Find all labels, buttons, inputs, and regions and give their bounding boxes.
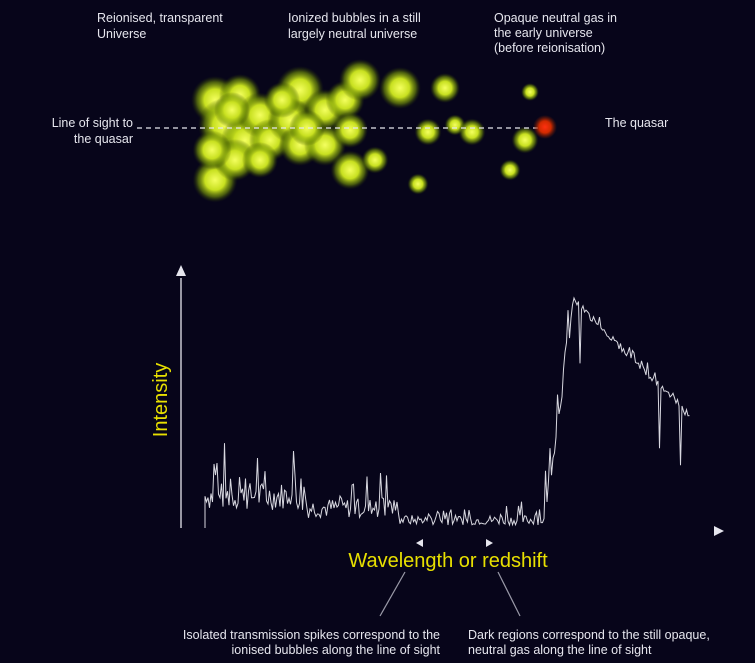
pointer-right xyxy=(486,539,493,547)
annotation-dark: Dark regions correspond to the still opa… xyxy=(468,628,710,657)
bubble xyxy=(339,59,381,101)
bubble xyxy=(521,83,539,101)
bubble xyxy=(407,173,429,195)
label-bubbles: Ionized bubbles in a still largely neutra… xyxy=(288,11,421,41)
bubble xyxy=(332,112,368,148)
bubble xyxy=(379,67,421,109)
bubble xyxy=(214,92,250,128)
callout-line xyxy=(497,571,521,617)
y-arrow xyxy=(176,265,186,276)
quasar-dot xyxy=(533,115,557,139)
bubble xyxy=(511,126,539,154)
bubble xyxy=(242,142,278,178)
bubble xyxy=(414,118,442,146)
y-axis-label: Intensity xyxy=(150,363,172,437)
label-quasar: The quasar xyxy=(605,116,668,130)
bubble xyxy=(458,118,486,146)
x-arrow xyxy=(714,526,724,536)
bubble xyxy=(361,146,389,174)
bubble xyxy=(430,73,460,103)
x-axis-label: Wavelength or redshift xyxy=(348,550,548,572)
label-reionised: Reionised, transparent Universe xyxy=(97,11,223,41)
label-opaque: Opaque neutral gas in the early universe(… xyxy=(494,11,617,55)
label-line-of-sight: Line of sight to the quasar xyxy=(52,116,133,146)
bubble xyxy=(330,150,370,190)
bubble xyxy=(192,130,232,170)
bubbles xyxy=(191,59,539,203)
pointer-left xyxy=(416,539,423,547)
bubble xyxy=(264,82,300,118)
callout-line xyxy=(379,571,406,617)
spectrum xyxy=(204,296,690,528)
bubble xyxy=(289,110,325,146)
annotation-spikes: Isolated transmission spikes correspond … xyxy=(183,628,441,657)
bubble xyxy=(499,159,521,181)
